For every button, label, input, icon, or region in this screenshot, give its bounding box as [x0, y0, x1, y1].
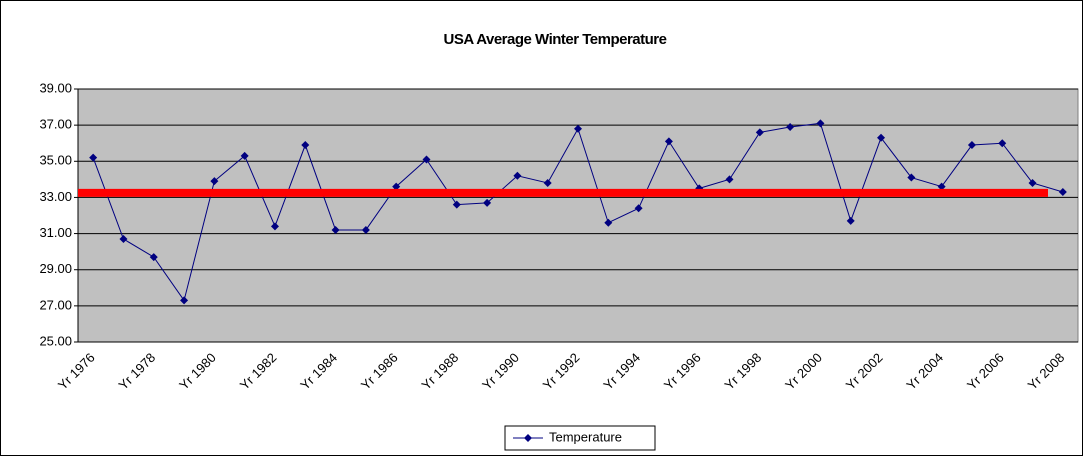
data-point [604, 218, 613, 227]
data-point [786, 122, 795, 131]
y-tick-label: 31.00 [39, 225, 72, 240]
data-point [543, 178, 552, 187]
data-point [149, 253, 158, 262]
data-point [331, 225, 340, 234]
data-point [1058, 188, 1067, 197]
y-tick-label: 33.00 [39, 189, 72, 204]
data-point [392, 182, 401, 191]
data-point [816, 119, 825, 128]
data-point [301, 141, 310, 150]
legend-marker [524, 434, 532, 442]
data-point [240, 151, 249, 160]
data-point [664, 137, 673, 146]
y-tick-label: 39.00 [39, 80, 72, 95]
y-tick-label: 29.00 [39, 261, 72, 276]
data-point [483, 198, 492, 207]
data-point [210, 177, 219, 186]
y-tick-label: 37.00 [39, 117, 72, 132]
data-point [452, 200, 461, 209]
data-point [907, 173, 916, 182]
y-tick-label: 35.00 [39, 153, 72, 168]
data-point [998, 139, 1007, 148]
data-point [119, 234, 128, 243]
data-point [937, 182, 946, 191]
legend-label: Temperature [549, 429, 622, 444]
data-point [574, 124, 582, 133]
data-point [755, 128, 764, 137]
y-tick-label: 27.00 [39, 297, 72, 312]
data-point [89, 153, 98, 162]
y-tick-label: 25.00 [39, 333, 72, 348]
data-point [634, 204, 643, 213]
data-point [1028, 178, 1037, 187]
data-point [846, 216, 855, 225]
data-point [725, 175, 734, 184]
data-point [180, 296, 189, 305]
data-point [967, 141, 976, 150]
data-point [422, 155, 431, 164]
data-point [361, 225, 370, 234]
data-point [513, 171, 522, 180]
data-point [270, 222, 279, 231]
chart-title: USA Average Winter Temperature [444, 31, 667, 48]
data-point [877, 133, 886, 142]
